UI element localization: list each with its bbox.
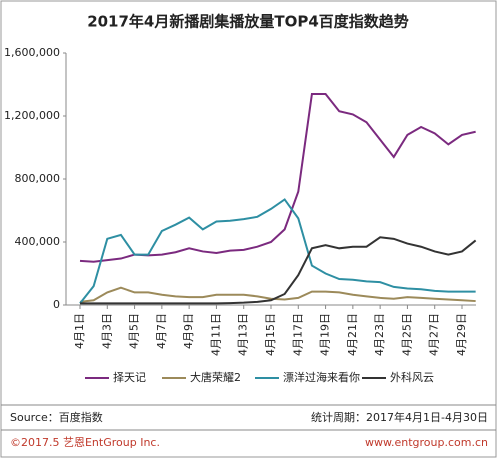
x-tick-label: 4月3日 bbox=[100, 313, 113, 349]
source: Source：百度指数 bbox=[10, 410, 103, 424]
legend-label: 择天记 bbox=[113, 370, 146, 384]
series-line bbox=[79, 286, 476, 303]
y-tick-label: 400,000 bbox=[15, 235, 61, 248]
x-tick-label: 4月23日 bbox=[373, 313, 386, 356]
x-tick-label: 4月5日 bbox=[128, 313, 141, 349]
x-tick-label: 4月1日 bbox=[73, 313, 86, 349]
x-tick-label: 4月11日 bbox=[209, 313, 222, 356]
legend-label: 外科风云 bbox=[390, 370, 434, 384]
website: www.entgroup.com.cn bbox=[365, 436, 488, 449]
legend-label: 漂洋过海来看你 bbox=[283, 370, 360, 384]
x-tick-label: 4月17日 bbox=[291, 313, 304, 356]
x-tick-label: 4月7日 bbox=[155, 313, 168, 349]
x-tick-label: 4月9日 bbox=[182, 313, 195, 349]
y-tick-label: 0 bbox=[53, 298, 60, 311]
x-tick-label: 4月25日 bbox=[400, 313, 413, 356]
x-tick-label: 4月13日 bbox=[237, 313, 250, 356]
x-tick-label: 4月27日 bbox=[428, 313, 441, 356]
y-tick-label: 800,000 bbox=[15, 172, 61, 185]
legend-label: 大唐荣耀2 bbox=[190, 370, 241, 384]
series-line bbox=[79, 198, 476, 305]
series-line bbox=[80, 236, 477, 305]
period: 统计周期：2017年4月1日-4月30日 bbox=[311, 410, 488, 424]
x-tick-label: 4月29日 bbox=[455, 313, 468, 356]
x-tick-label: 4月21日 bbox=[346, 313, 359, 356]
y-tick-label: 1,200,000 bbox=[4, 109, 60, 122]
x-tick-label: 4月19日 bbox=[319, 313, 332, 356]
y-tick-label: 1,600,000 bbox=[4, 46, 60, 59]
chart-title: 2017年4月新播剧集播放量TOP4百度指数趋势 bbox=[87, 13, 409, 31]
x-tick-label: 4月15日 bbox=[264, 313, 277, 356]
copyright: ©2017.5 艺恩EntGroup Inc. bbox=[10, 436, 160, 449]
